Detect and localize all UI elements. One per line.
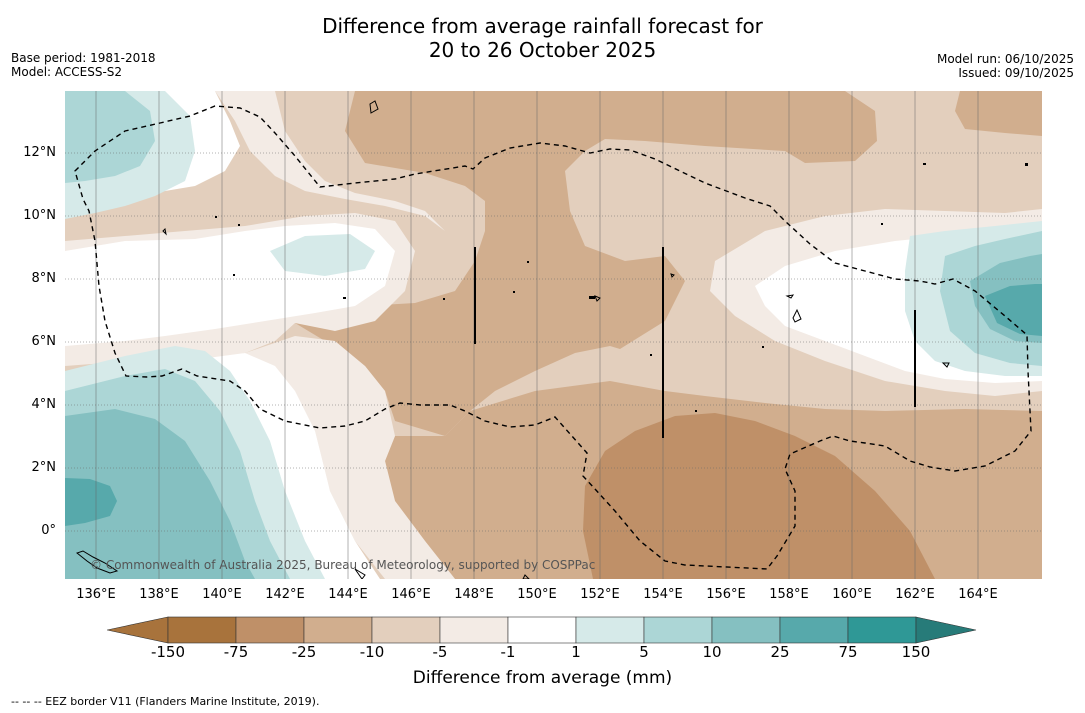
lat-label-2n: 2°N: [31, 460, 57, 475]
islands: [75, 100, 950, 579]
cb-label-11: 150: [901, 643, 931, 661]
lon-label-150e: 150°E: [517, 587, 557, 602]
cb-label-7: 5: [639, 643, 649, 661]
colorbar-segment-2: [303, 616, 373, 644]
lat-label-0: 0°: [41, 523, 56, 538]
band-25-75-east: [985, 284, 1042, 336]
lon-label-146e: 146°E: [391, 587, 431, 602]
colorbar-segment-10: [847, 616, 917, 644]
meta-right: Model run: 06/10/2025 Issued: 09/10/2025: [937, 52, 1074, 80]
band-10-25-southwest: [65, 409, 255, 579]
model-run: Model run: 06/10/2025: [936, 52, 1074, 66]
lat-label-8n: 8°N: [31, 271, 57, 286]
model-name: Model: ACCESS-S2: [11, 65, 123, 79]
colorbar-segment-5: [507, 616, 577, 644]
gridlines: [65, 91, 1042, 579]
meta-left: Base period: 1981-2018 Model: ACCESS-S2: [11, 51, 156, 79]
colorbar-segment-1: [235, 616, 305, 644]
chart-title: Difference from average rainfall forecas…: [0, 14, 1085, 62]
lon-label-162e: 162°E: [895, 587, 935, 602]
lon-label-138e: 138°E: [139, 587, 179, 602]
lon-label-144e: 144°E: [328, 587, 368, 602]
band-neg1-1-small-blob: [855, 287, 873, 311]
colorbar-extend-low: [107, 616, 169, 644]
lon-label-160e: 160°E: [832, 587, 872, 602]
colorbar-segment-9: [779, 616, 849, 644]
band-neg25-neg10-topright: [955, 91, 1042, 136]
lon-label-158e: 158°E: [769, 587, 809, 602]
lon-label-142e: 142°E: [265, 587, 305, 602]
band-neg25-neg10-north: [295, 91, 877, 436]
lon-label-136e: 136°E: [76, 587, 116, 602]
cb-label-9: 25: [770, 643, 790, 661]
band-1-5-west-blob: [270, 234, 375, 276]
cb-label-4: -5: [432, 643, 448, 661]
base-period: Base period: 1981-2018: [11, 51, 156, 65]
copyright-notice: © Commonwealth of Australia 2025, Bureau…: [90, 558, 596, 572]
title-line-1: Difference from average rainfall forecas…: [322, 14, 763, 38]
band-neg75-neg25: [583, 413, 935, 579]
issued-date: Issued: 09/10/2025: [958, 66, 1074, 80]
lat-label-6n: 6°N: [31, 334, 57, 349]
band-neg5-neg1-north: [215, 91, 445, 231]
cb-label-6: 1: [571, 643, 581, 661]
colorbar-segment-4: [439, 616, 509, 644]
cb-label-0: -150: [150, 643, 186, 661]
eez-footnote: -- -- -- EEZ border V11 (Flanders Marine…: [11, 695, 320, 708]
colorbar: [107, 616, 977, 644]
colorbar-segment-6: [575, 616, 645, 644]
lat-label-4n: 4°N: [31, 397, 57, 412]
lon-label-140e: 140°E: [202, 587, 242, 602]
cb-label-8: 10: [702, 643, 722, 661]
band-5-10-northwest: [65, 91, 155, 183]
eez-border: [74, 105, 1032, 570]
lon-label-152e: 152°E: [580, 587, 620, 602]
island-dots: [215, 163, 1028, 412]
colorbar-title: Difference from average (mm): [412, 668, 673, 688]
lon-label-164e: 164°E: [958, 587, 998, 602]
colorbar-extend-high: [915, 616, 977, 644]
cb-label-10: 75: [838, 643, 858, 661]
title-line-2: 20 to 26 October 2025: [428, 38, 657, 62]
lat-label-10n: 10°N: [23, 208, 56, 223]
cb-label-5: -1: [500, 643, 516, 661]
cb-label-3: -10: [359, 643, 385, 661]
lon-label-154e: 154°E: [643, 587, 683, 602]
marker-lines: [474, 247, 916, 438]
colorbar-segment-7: [643, 616, 713, 644]
rainfall-map: [65, 91, 1042, 579]
band-25-75-southwest: [65, 478, 117, 526]
cb-label-2: -25: [291, 643, 317, 661]
lat-label-12n: 12°N: [23, 145, 56, 160]
colorbar-segment-3: [371, 616, 441, 644]
colorbar-segment-8: [711, 616, 781, 644]
lon-label-148e: 148°E: [454, 587, 494, 602]
lon-label-156e: 156°E: [706, 587, 746, 602]
colorbar-segment-0: [167, 616, 237, 644]
cb-label-1: -75: [223, 643, 249, 661]
